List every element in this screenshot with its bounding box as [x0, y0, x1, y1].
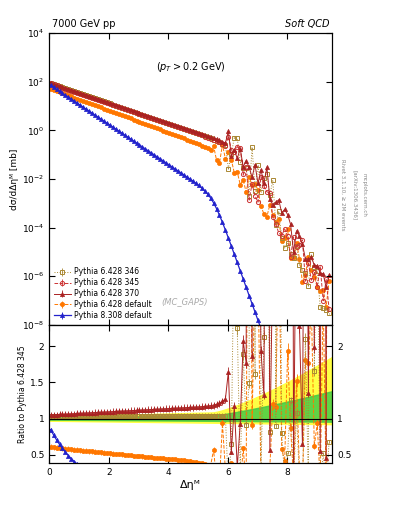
Y-axis label: dσ/dΔηᴹ [mb]: dσ/dΔηᴹ [mb]: [10, 148, 19, 209]
Text: Rivet 3.1.10, ≥ 2M events: Rivet 3.1.10, ≥ 2M events: [340, 159, 345, 230]
Text: $(p_T > 0.2\ \mathrm{GeV})$: $(p_T > 0.2\ \mathrm{GeV})$: [156, 59, 226, 74]
Text: (MC_GAPS): (MC_GAPS): [162, 296, 208, 306]
Text: 7000 GeV pp: 7000 GeV pp: [52, 19, 116, 29]
Text: [arXiv:1306.3436]: [arXiv:1306.3436]: [352, 169, 357, 220]
Text: mcplots.cern.ch: mcplots.cern.ch: [362, 173, 367, 217]
Legend: Pythia 6.428 346, Pythia 6.428 345, Pythia 6.428 370, Pythia 6.428 default, Pyth: Pythia 6.428 346, Pythia 6.428 345, Pyth…: [51, 265, 154, 323]
Y-axis label: Ratio to Pythia 6.428 345: Ratio to Pythia 6.428 345: [18, 345, 27, 443]
Text: Soft QCD: Soft QCD: [285, 19, 329, 29]
X-axis label: Δηᴹ: Δηᴹ: [180, 480, 201, 490]
